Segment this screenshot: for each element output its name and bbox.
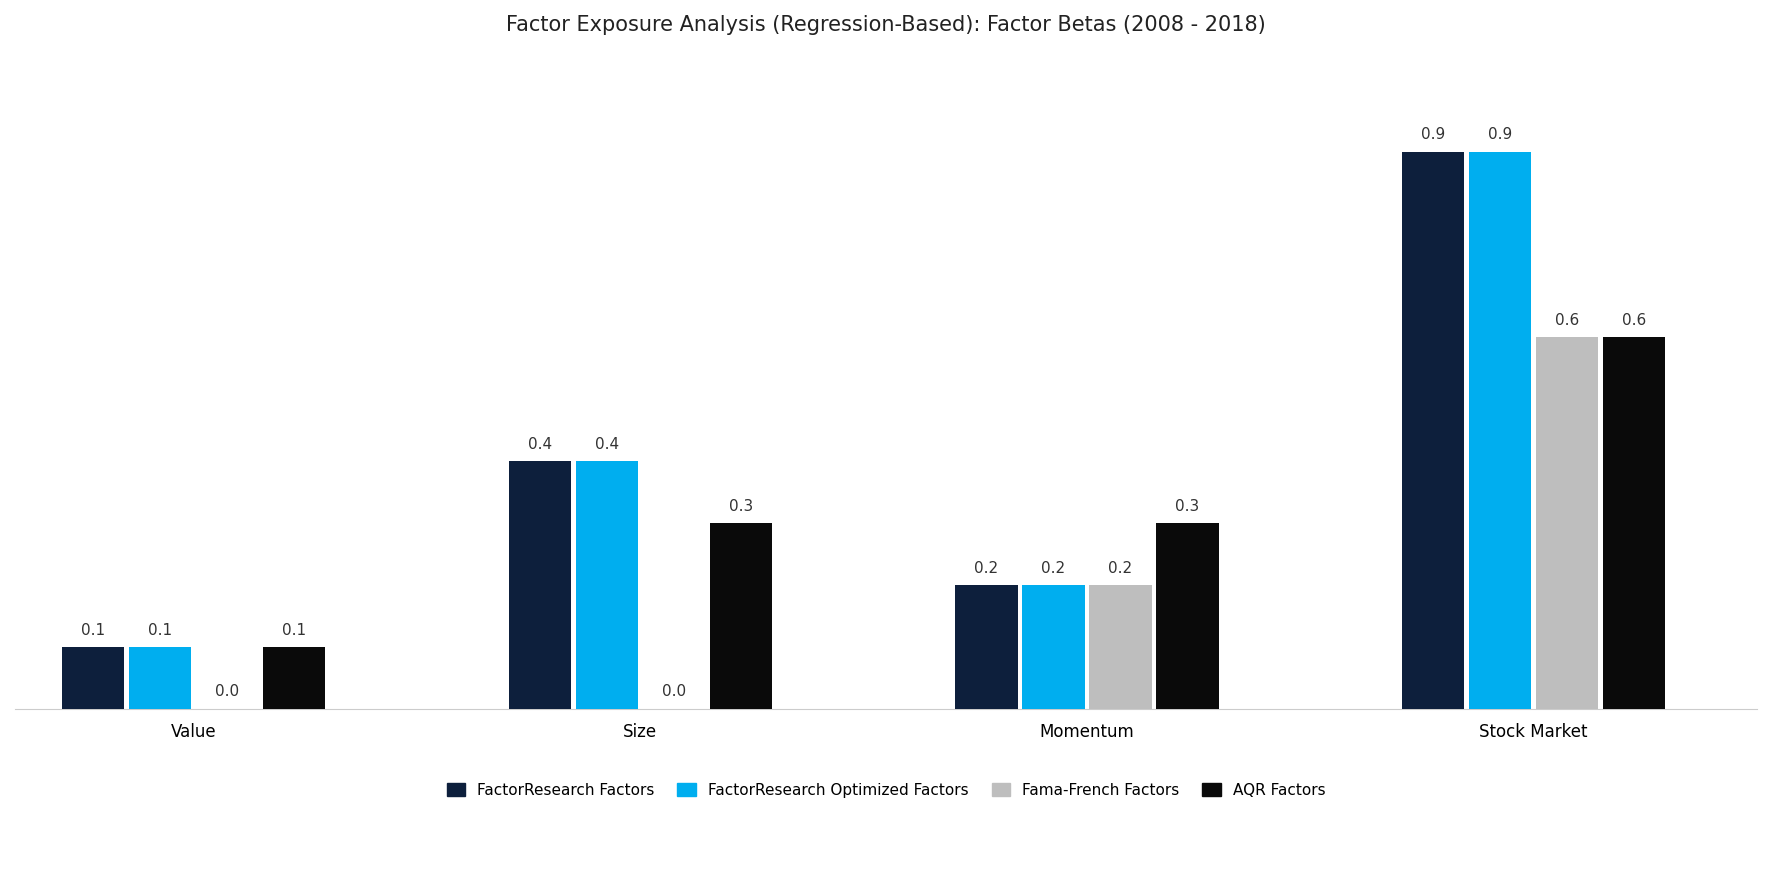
- Text: 0.2: 0.2: [975, 560, 999, 575]
- Text: 0.2: 0.2: [1109, 560, 1132, 575]
- Bar: [1402, 151, 1464, 709]
- Bar: [1090, 585, 1152, 709]
- Text: 0.4: 0.4: [528, 437, 551, 452]
- Text: 0.1: 0.1: [149, 622, 172, 637]
- Text: 0.0: 0.0: [214, 684, 239, 699]
- Text: 0.0: 0.0: [661, 684, 686, 699]
- Bar: [1469, 151, 1531, 709]
- Text: 0.3: 0.3: [728, 499, 753, 514]
- Title: Factor Exposure Analysis (Regression-Based): Factor Betas (2008 - 2018): Factor Exposure Analysis (Regression-Bas…: [507, 15, 1265, 35]
- Bar: [1536, 337, 1598, 709]
- Bar: [1157, 523, 1219, 709]
- Text: 0.2: 0.2: [1042, 560, 1065, 575]
- Bar: [955, 585, 1017, 709]
- Text: 0.4: 0.4: [595, 437, 618, 452]
- Bar: [1022, 585, 1084, 709]
- Bar: [129, 647, 191, 709]
- Text: 0.1: 0.1: [82, 622, 105, 637]
- Bar: [262, 647, 326, 709]
- Text: 0.6: 0.6: [1556, 313, 1579, 328]
- Bar: [709, 523, 773, 709]
- Text: 0.3: 0.3: [1175, 499, 1200, 514]
- Bar: [1604, 337, 1666, 709]
- Text: 0.9: 0.9: [1488, 127, 1512, 142]
- Text: 0.9: 0.9: [1421, 127, 1446, 142]
- Legend: FactorResearch Factors, FactorResearch Optimized Factors, Fama-French Factors, A: FactorResearch Factors, FactorResearch O…: [439, 775, 1333, 805]
- Bar: [509, 461, 571, 709]
- Text: 0.6: 0.6: [1621, 313, 1646, 328]
- Bar: [62, 647, 124, 709]
- Text: 0.1: 0.1: [282, 622, 307, 637]
- Bar: [576, 461, 638, 709]
